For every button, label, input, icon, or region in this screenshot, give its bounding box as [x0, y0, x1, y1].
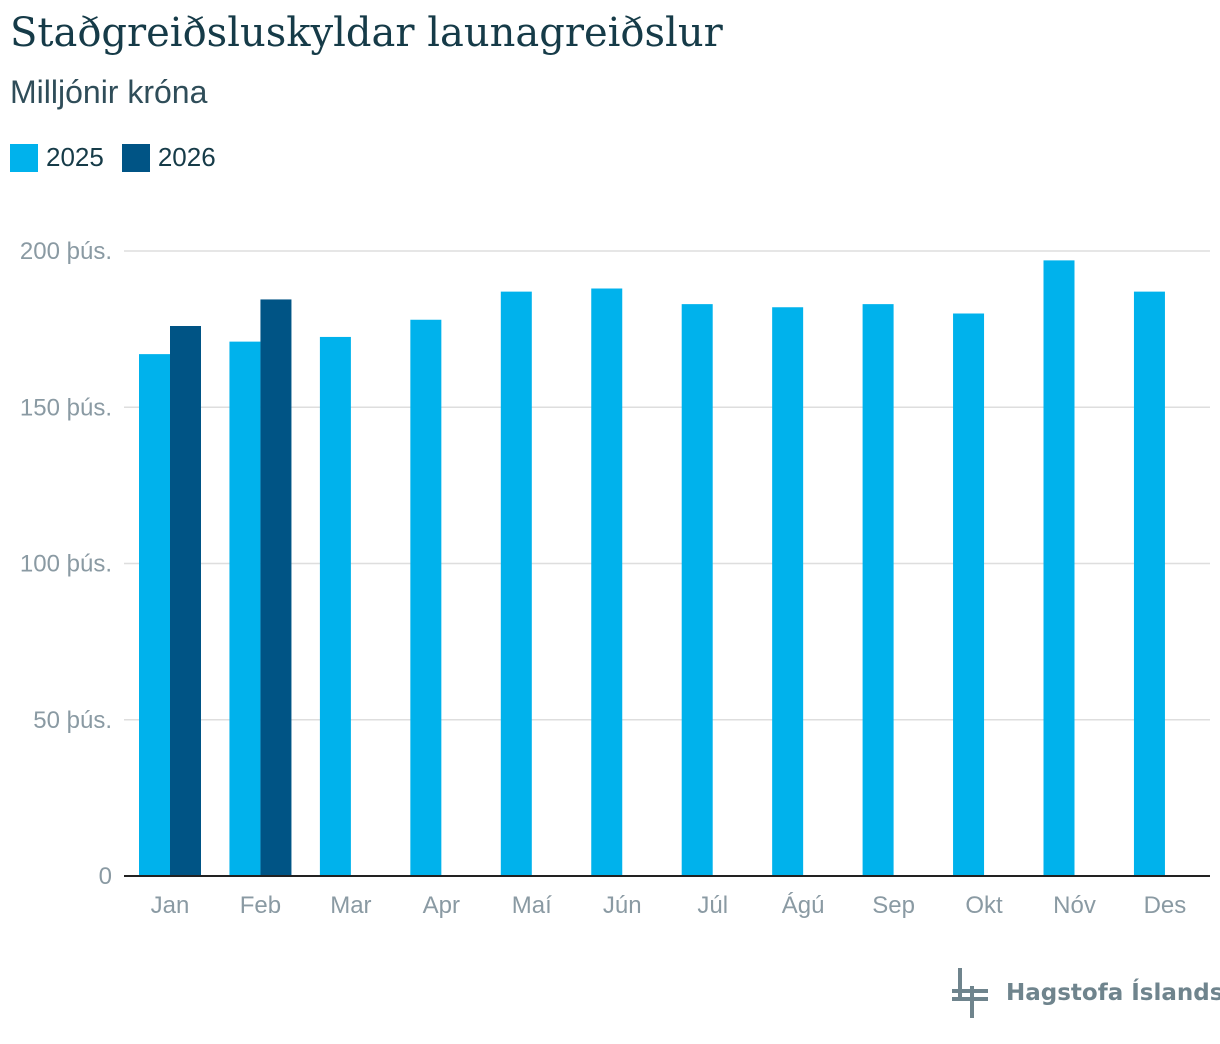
- y-tick-label: 200 þús.: [20, 238, 112, 265]
- bar-2025-Apr: [410, 319, 442, 876]
- chart-title: Staðgreiðsluskyldar launagreiðslur: [10, 10, 723, 56]
- legend-swatch-2026: [121, 143, 150, 172]
- bar-2025-Maí: [500, 291, 532, 876]
- bars: [139, 260, 1165, 876]
- bar-chart: 0 50 þús. 100 þús. 150 þús. 200 þús. Jan Feb M…: [20, 238, 1210, 919]
- legend-label-2025: 2025: [46, 142, 104, 172]
- bar-2025-Sep: [862, 304, 894, 876]
- y-axis-ticks: 0 50 þús. 100 þús. 150 þús. 200 þús.: [20, 238, 112, 890]
- x-tick-label: Apr: [423, 892, 460, 919]
- y-tick-label: 150 þús.: [20, 394, 112, 421]
- x-tick-label: Jún: [603, 892, 642, 919]
- y-tick-label: 100 þús.: [20, 551, 112, 578]
- bar-2025-Júl: [681, 304, 713, 876]
- bar-2025-Jún: [591, 288, 623, 876]
- bar-2026-Jan: [170, 326, 201, 876]
- bar-2025-Okt: [953, 313, 985, 876]
- bar-2026-Feb: [260, 299, 292, 876]
- hagstofa-logo: Hagstofa Íslands: [952, 968, 1220, 1018]
- legend-label-2026: 2026: [157, 142, 216, 172]
- legend: 2025 2026: [10, 142, 216, 173]
- legend-item-2026: 2026: [121, 142, 216, 173]
- logo-text: Hagstofa Íslands: [1006, 980, 1220, 1006]
- bar-2025-Jan: [139, 354, 170, 876]
- x-tick-label: Júl: [697, 892, 728, 919]
- x-tick-label: Sep: [872, 892, 915, 919]
- hagstofa-logo-icon: [952, 968, 988, 1018]
- legend-swatch-2025: [10, 143, 38, 172]
- y-tick-label: 50 þús.: [33, 707, 112, 734]
- x-tick-label: Nóv: [1053, 892, 1096, 919]
- legend-item-2025: 2025: [10, 142, 104, 173]
- x-tick-label: Okt: [965, 892, 1003, 919]
- x-tick-label: Maí: [512, 892, 552, 919]
- x-tick-label: Jan: [151, 892, 190, 919]
- bar-2025-Feb: [229, 341, 261, 876]
- y-tick-label: 0: [99, 863, 112, 890]
- bar-2025-Nóv: [1043, 260, 1075, 876]
- chart-subtitle: Milljónir króna: [10, 74, 208, 110]
- x-tick-label: Des: [1144, 892, 1187, 919]
- x-tick-label: Feb: [240, 892, 281, 919]
- bar-2025-Des: [1133, 291, 1165, 876]
- bar-2025-Ágú: [772, 307, 804, 876]
- grid-lines: [124, 250, 1210, 721]
- bar-2025-Mar: [319, 336, 351, 876]
- x-tick-label: Mar: [330, 892, 371, 919]
- x-axis-ticks: Jan Feb Mar Apr Maí Jún Júl Ágú Sep Okt Nóv Des: [151, 892, 1187, 919]
- x-tick-label: Ágú: [782, 892, 825, 919]
